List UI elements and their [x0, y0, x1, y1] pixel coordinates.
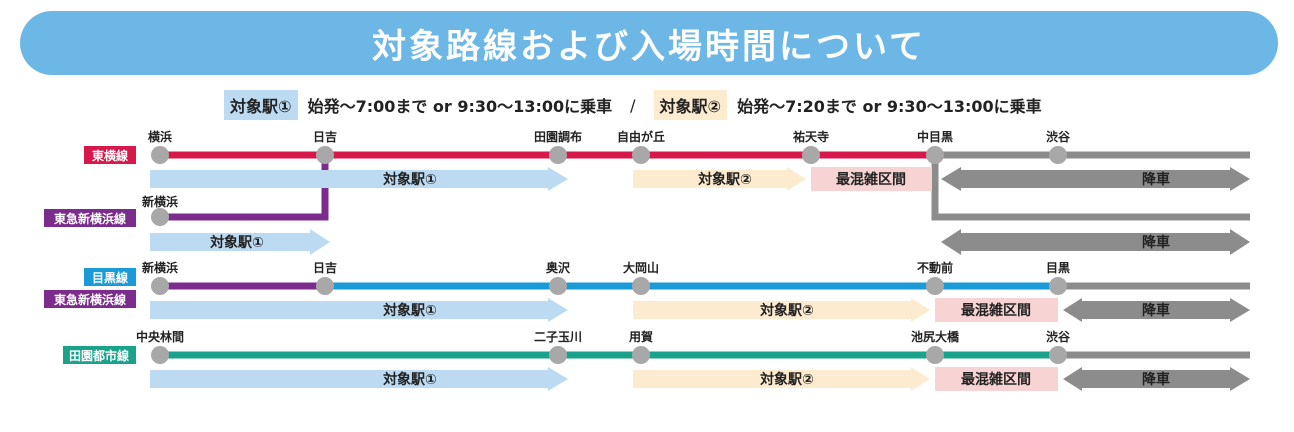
station-label-shibuya: 渋谷 — [1046, 129, 1071, 144]
meguro-disembark-arrow — [1063, 298, 1250, 322]
station-label-futakotamagawa: 二子玉川 — [534, 330, 582, 344]
legend-station2-desc: 始発～7:20まで or 9:30～13:00に乗車 — [737, 97, 1042, 116]
meguro-branch-disembark-label: 降車 — [1142, 234, 1170, 251]
legend-station1-badge: 対象駅① — [224, 90, 298, 120]
toyoko-line-name: 東横線 — [92, 148, 128, 163]
meguro-busiest-label: 最混雑区間 — [961, 302, 1031, 319]
station-label-denenchofu: 田園調布 — [534, 129, 582, 144]
station-label-okusawa: 奥沢 — [546, 260, 571, 275]
station-dot-jiyugaoka — [632, 146, 650, 164]
station-label-shinyokohama: 新横浜 — [142, 194, 178, 209]
shinyokohama-line-name-2: 東急新横浜線 — [54, 292, 126, 307]
legend-station2-badge: 対象駅② — [653, 90, 728, 120]
station-dot-yutenji — [802, 146, 820, 164]
toyoko-disembark-arrow — [941, 167, 1250, 191]
toyoko-target2-label: 対象駅② — [697, 171, 752, 188]
toyoko-target1-label: 対象駅① — [382, 171, 437, 188]
toyoko-disembark-label: 降車 — [1142, 171, 1170, 188]
station-dot-futakotamagawa — [549, 346, 567, 364]
meguro-target2-arrow — [633, 298, 930, 322]
meguro-disembark-label: 降車 — [1142, 302, 1170, 319]
station-label-yoga: 用賀 — [628, 329, 653, 344]
station-label-fudomae: 不動前 — [917, 260, 953, 275]
station-label-shinyokohama-2: 新横浜 — [142, 260, 178, 275]
station-label-jiyugaoka: 自由が丘 — [617, 129, 665, 144]
denentoshi-busiest-section — [935, 367, 1058, 391]
meguro-busiest-section — [935, 298, 1058, 322]
toyoko-target1-arrow — [150, 167, 568, 191]
station-dot-shinyokohama-2 — [151, 277, 169, 295]
station-label-nakameguro: 中目黒 — [917, 129, 953, 144]
denentoshi-target1-label: 対象駅① — [382, 371, 437, 388]
station-label-ookayama: 大岡山 — [623, 260, 659, 275]
station-label-hiyoshi-2: 日吉 — [313, 260, 337, 275]
station-dot-ikejiriohashi — [926, 346, 944, 364]
meguro-line-name: 目黒線 — [92, 270, 128, 285]
station-dot-chuorinkan — [151, 346, 169, 364]
denentoshi-busiest-label: 最混雑区間 — [961, 371, 1031, 388]
station-label-yutenji: 祐天寺 — [793, 129, 829, 144]
station-dot-shibuya — [1049, 146, 1067, 164]
denentoshi-line-name: 田園都市線 — [69, 348, 129, 363]
station-dot-shibuya-2 — [1049, 346, 1067, 364]
shinyokohama-line-name-1: 東急新横浜線 — [54, 211, 126, 226]
legend: 対象駅① 始発～7:00まで or 9:30～13:00に乗車 / 対象駅② 始… — [224, 90, 1056, 120]
station-label-chuorinkan: 中央林間 — [136, 329, 184, 344]
station-label-hiyoshi: 日吉 — [313, 129, 337, 144]
shinyokohama-line-badge-2 — [44, 290, 136, 308]
shinyokohama-line-badge-1 — [44, 209, 136, 227]
title-banner: 対象路線および入場時間について — [20, 11, 1278, 75]
legend-station1-desc: 始発～7:00まで or 9:30～13:00に乗車 — [307, 97, 613, 116]
station-dot-ookayama — [632, 277, 650, 295]
station-label-yokohama: 横浜 — [148, 129, 172, 144]
station-dot-denenchofu — [549, 146, 567, 164]
meguro-line-badge — [84, 268, 136, 286]
station-dot-nakameguro — [926, 146, 944, 164]
station-dot-okusawa — [549, 277, 567, 295]
denentoshi-disembark-label: 降車 — [1142, 371, 1170, 388]
shinyokohama-target1-arrow — [150, 229, 330, 255]
toyoko-busiest-section — [811, 167, 932, 191]
denentoshi-line-badge — [63, 346, 136, 364]
toyoko-busiest-label: 最混雑区間 — [836, 171, 906, 188]
meguro-target1-arrow — [150, 298, 568, 322]
toyoko-line-badge — [84, 146, 136, 164]
denentoshi-disembark-arrow — [1063, 367, 1250, 391]
meguro-disembark-track — [931, 155, 1250, 221]
page-title: 対象路線および入場時間について — [372, 26, 926, 67]
station-dot-fudomae — [926, 277, 944, 295]
station-dot-hiyoshi — [316, 146, 334, 164]
station-label-ikejiriohashi: 池尻大橋 — [911, 329, 960, 344]
station-label-meguro: 目黒 — [1046, 261, 1070, 275]
denentoshi-target2-label: 対象駅② — [759, 371, 814, 388]
station-label-shibuya-2: 渋谷 — [1046, 329, 1071, 344]
meguro-target2-label: 対象駅② — [759, 302, 814, 319]
station-dot-meguro — [1049, 277, 1067, 295]
toyoko-target2-arrow — [633, 167, 806, 191]
station-dot-hiyoshi-2 — [316, 277, 334, 295]
station-dot-yokohama — [151, 146, 169, 164]
denentoshi-target1-arrow — [150, 367, 568, 391]
meguro-target1-label: 対象駅① — [382, 302, 437, 319]
station-dot-yoga — [632, 346, 650, 364]
denentoshi-target2-arrow — [633, 367, 930, 391]
meguro-branch-disembark-arrow — [941, 229, 1250, 255]
shinyokohama-target1-label: 対象駅① — [209, 234, 264, 251]
station-dot-shinyokohama — [151, 208, 169, 226]
legend-separator: / — [630, 95, 636, 115]
